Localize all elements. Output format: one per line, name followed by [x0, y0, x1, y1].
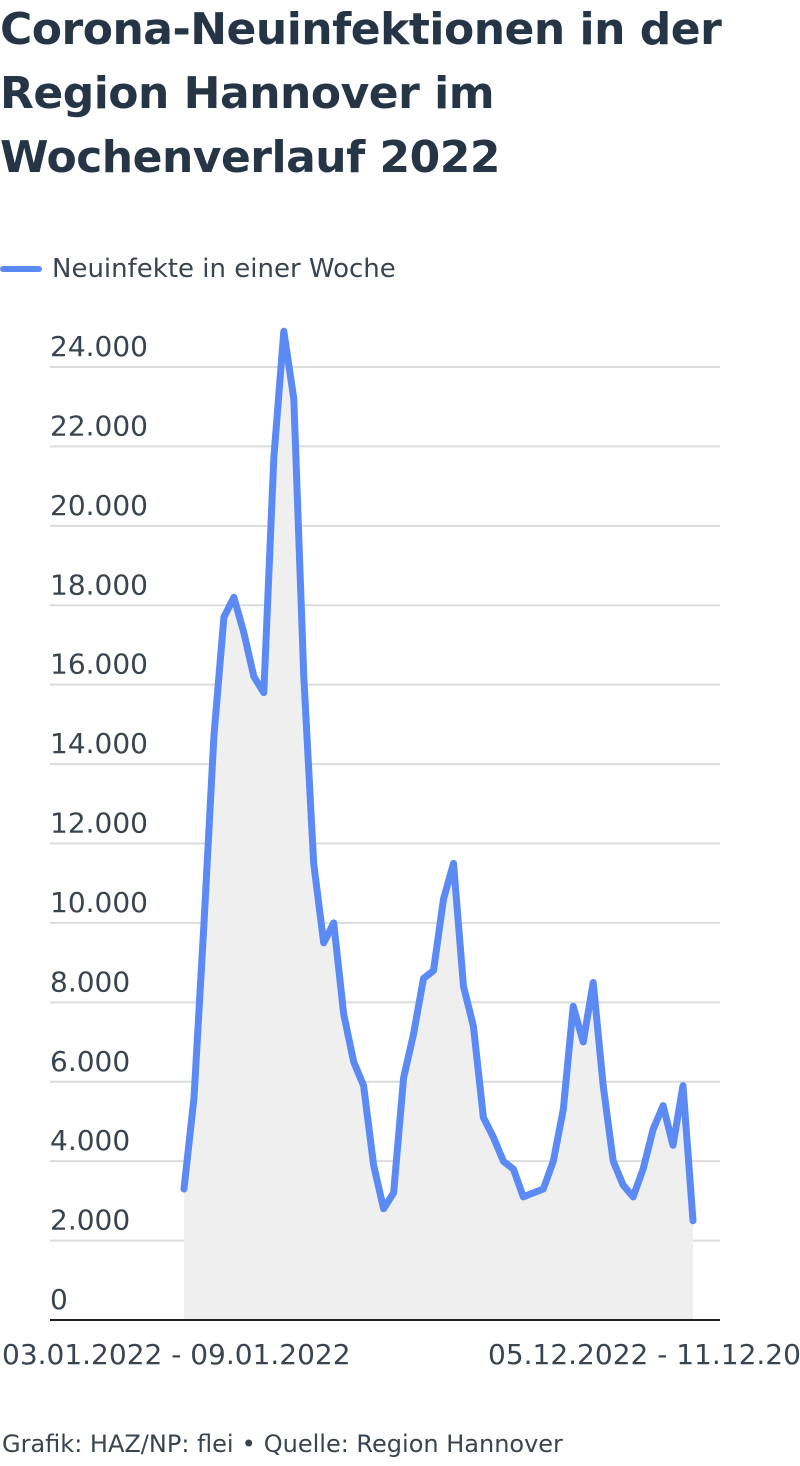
x-label-first: 03.01.2022 - 09.01.2022 — [2, 1338, 351, 1371]
chart-title: Corona-Neuinfektionen in der Region Hann… — [0, 0, 800, 190]
y-tick-label: 16.000 — [50, 648, 148, 681]
y-tick-label: 2.000 — [50, 1204, 130, 1237]
y-tick-label: 4.000 — [50, 1124, 130, 1157]
legend-label: Neuinfekte in einer Woche — [52, 254, 396, 284]
y-tick-label: 10.000 — [50, 886, 148, 919]
legend-line-swatch — [0, 266, 42, 272]
y-tick-label: 8.000 — [50, 965, 130, 998]
y-tick-label: 0 — [50, 1283, 68, 1316]
y-tick-label: 20.000 — [50, 489, 148, 522]
y-tick-label: 14.000 — [50, 727, 148, 760]
series-line-neuinfekte — [180, 327, 697, 1225]
y-tick-label: 18.000 — [50, 568, 148, 601]
footer-separator: • — [241, 1430, 256, 1458]
y-tick-label: 12.000 — [50, 807, 148, 840]
y-tick-label: 22.000 — [50, 409, 148, 442]
legend: Neuinfekte in einer Woche — [0, 252, 396, 286]
title-line-1: Corona-Neuinfektionen in der — [0, 4, 722, 55]
area-fill — [184, 331, 693, 1320]
footer-credit: Grafik: HAZ/NP: flei — [2, 1430, 234, 1458]
y-tick-label: 24.000 — [50, 330, 148, 363]
footer-source: Quelle: Region Hannover — [263, 1430, 563, 1458]
x-label-last: 05.12.2022 - 11.12.20 — [488, 1338, 800, 1371]
y-tick-label: 6.000 — [50, 1045, 130, 1078]
title-line-3: Wochenverlauf 2022 — [0, 132, 501, 183]
footer: Grafik: HAZ/NP: flei • Quelle: Region Hann… — [2, 1430, 563, 1458]
title-line-2: Region Hannover im — [0, 68, 495, 119]
